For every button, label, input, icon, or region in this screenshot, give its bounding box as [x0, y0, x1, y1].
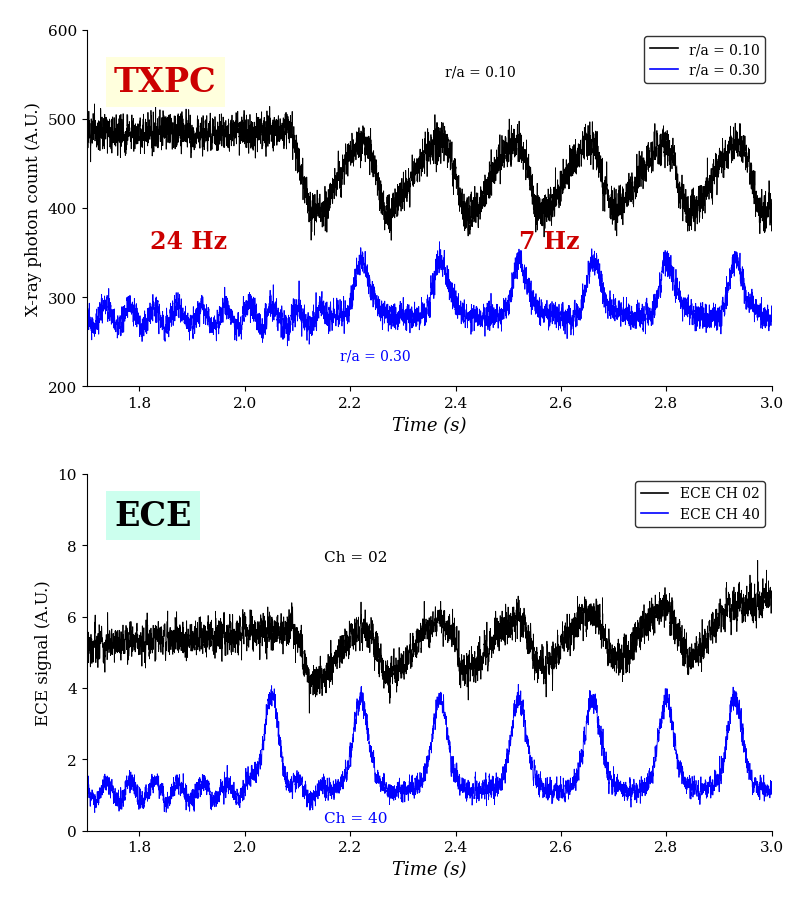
- Legend: r/a = 0.10, r/a = 0.30: r/a = 0.10, r/a = 0.30: [644, 37, 765, 83]
- X-axis label: Time (s): Time (s): [392, 416, 467, 434]
- Text: 7 Hz: 7 Hz: [519, 230, 579, 254]
- Text: Ch = 02: Ch = 02: [324, 551, 388, 564]
- Y-axis label: ECE signal (A.U.): ECE signal (A.U.): [35, 580, 52, 725]
- Text: TXPC: TXPC: [114, 66, 217, 99]
- Text: 24 Hz: 24 Hz: [150, 230, 227, 254]
- Text: r/a = 0.10: r/a = 0.10: [445, 66, 516, 79]
- X-axis label: Time (s): Time (s): [392, 860, 467, 878]
- Text: Ch = 40: Ch = 40: [324, 811, 388, 824]
- Text: r/a = 0.30: r/a = 0.30: [340, 349, 410, 363]
- Legend: ECE CH 02, ECE CH 40: ECE CH 02, ECE CH 40: [635, 481, 765, 527]
- Y-axis label: X-ray photon count (A.U.): X-ray photon count (A.U.): [25, 102, 42, 315]
- Text: ECE: ECE: [114, 499, 192, 532]
